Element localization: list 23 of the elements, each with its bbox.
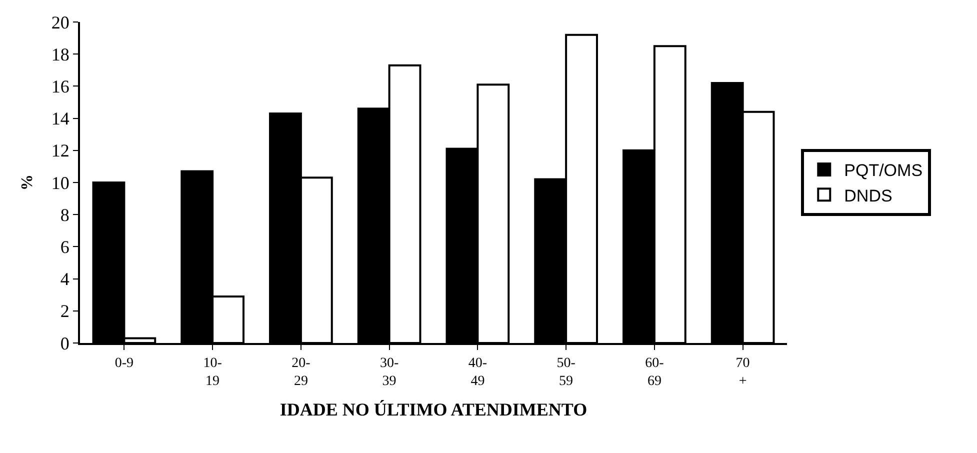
y-tick-label: 16	[51, 76, 70, 96]
x-tick-label: 0-9	[114, 356, 134, 371]
legend-label: DNDS	[844, 186, 892, 206]
x-tick-label: 30- 39	[380, 356, 399, 389]
y-tick-label: 6	[60, 237, 70, 257]
x-axis-title: IDADE NO ÚLTIMO ATENDIMENTO	[280, 400, 588, 420]
x-tick-label: 50- 59	[556, 356, 576, 389]
y-tick-label: 0	[60, 333, 70, 354]
x-tick-label: 60- 69	[645, 356, 664, 389]
y-tick-label: 20	[51, 12, 70, 32]
y-tick-label: 10	[51, 172, 70, 193]
y-tick-label: 14	[51, 108, 70, 129]
y-tick-label: 2	[60, 301, 70, 322]
y-tick-label: 8	[60, 204, 70, 225]
x-tick-label: 40- 49	[468, 356, 488, 389]
y-tick-label: 4	[60, 269, 70, 290]
y-axis-title: %	[18, 174, 36, 190]
y-tick-label: 18	[51, 44, 70, 64]
x-tick-label: 10- 19	[203, 356, 222, 389]
x-tick-label: 20- 29	[292, 356, 311, 389]
y-tick-label: 12	[51, 140, 70, 161]
x-tick-label: 70 +	[736, 356, 750, 389]
legend-label: PQT/OMS	[844, 161, 923, 180]
